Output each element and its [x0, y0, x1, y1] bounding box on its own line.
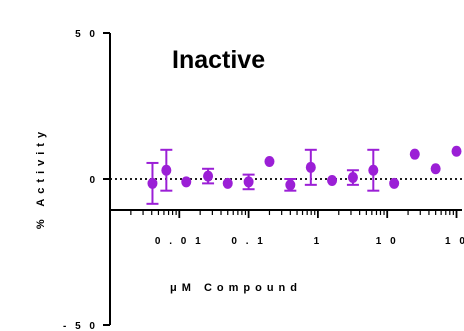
y-tick-label: 5 0: [75, 29, 98, 40]
data-point: [368, 164, 379, 176]
chart-title: Inactive: [172, 46, 265, 74]
data-point: [430, 163, 441, 175]
data-point: [203, 170, 214, 182]
data-point: [243, 176, 254, 188]
data-point: [451, 145, 462, 157]
data-point: [305, 161, 316, 173]
data-point: [285, 179, 296, 191]
x-axis-title: μM Compound: [170, 282, 302, 294]
x-tick-label: 0 . 0 1: [155, 236, 204, 247]
data-point: [264, 155, 275, 167]
data-point: [181, 176, 192, 188]
x-tick-label: 0 . 1: [231, 236, 265, 247]
y-axis-title: % Activity: [35, 127, 47, 229]
y-tick-label: - 5 0: [63, 321, 98, 331]
data-point: [161, 164, 172, 176]
x-tick-label: 1 0: [445, 236, 464, 247]
data-point: [347, 172, 358, 184]
data-point: [409, 148, 420, 160]
x-tick-label: 1 0: [376, 236, 399, 247]
data-point: [327, 174, 338, 186]
x-axis: 0 . 0 1 0 . 1 1 1 0 1 0: [109, 209, 464, 247]
y-axis: 5 0 0 - 5 0: [63, 29, 111, 331]
data-points: [146, 145, 462, 205]
data-point: [222, 177, 233, 189]
x-tick-label: 1: [314, 236, 323, 247]
data-point: [147, 177, 158, 189]
y-tick-label: 0: [89, 175, 98, 186]
data-point: [389, 177, 400, 189]
